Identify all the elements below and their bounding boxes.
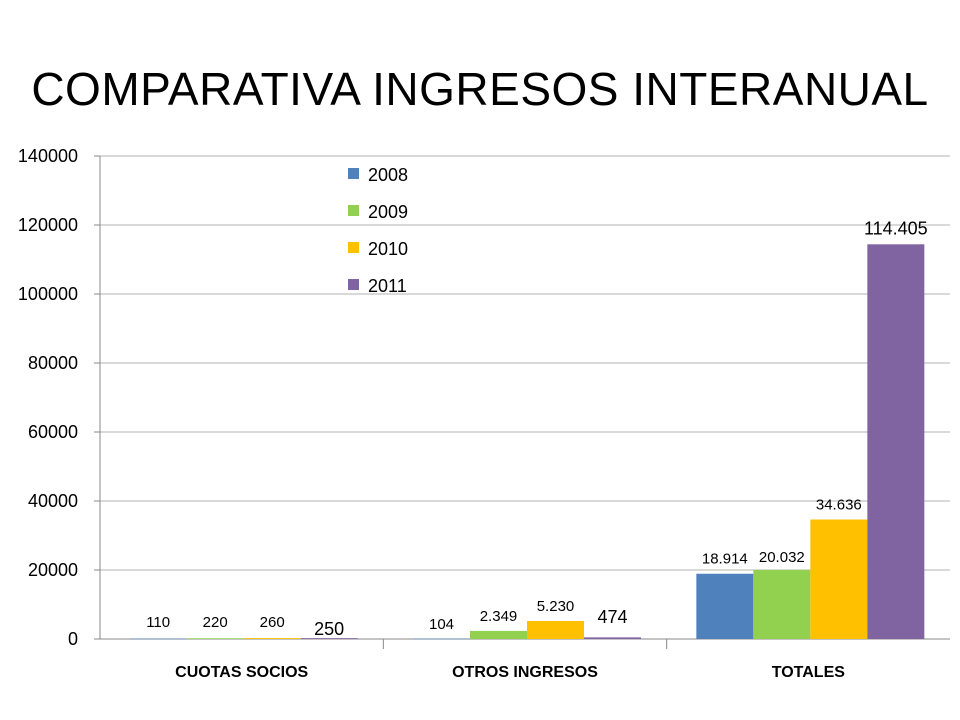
bar-2009 [470,630,527,639]
legend-label: 2011 [368,276,407,296]
bar-2010 [527,620,584,639]
data-label: 260 [260,614,285,631]
bar-2010 [243,638,301,639]
data-label: 250 [314,619,344,639]
bar-2011 [584,637,641,639]
category-label: TOTALES [772,664,846,681]
page-title: COMPARATIVA INGRESOS INTERANUAL [31,63,929,115]
bar-2008 [129,638,187,640]
category-label: OTROS INGRESOS [452,664,598,681]
legend: 2008 2009 2010 2011 [348,165,408,296]
bar-2011 [867,244,925,640]
legend-swatch-2011 [348,279,359,290]
legend-label: 2009 [368,202,408,222]
y-tick-label: 80000 [28,353,78,373]
bar-2011 [300,638,358,639]
bar-2008 [696,573,754,639]
category-label: CUOTAS SOCIOS [175,664,308,681]
axes: 0 20000 40000 60000 80000 100000 120000 140000 C… [18,146,950,681]
bar-2008 [413,638,470,640]
y-tick-label: 100000 [18,284,78,304]
y-tick-label: 60000 [28,422,78,442]
bar-2009 [753,569,811,639]
bar-2009 [186,638,244,639]
data-label: 34.636 [816,497,862,514]
y-tick-label: 120000 [18,215,78,235]
legend-swatch-2010 [348,242,359,253]
data-label: 18.914 [702,551,748,568]
legend-label: 2008 [368,165,408,185]
data-label: 5.230 [537,598,575,615]
y-tick-label: 40000 [28,491,78,511]
bar-2010 [810,519,868,639]
data-label: 20.032 [759,549,805,566]
data-label: 114.405 [864,218,928,238]
y-tick-label: 20000 [28,560,78,580]
data-label: 2.349 [480,608,518,625]
legend-swatch-2008 [348,168,359,179]
y-tick-label: 0 [68,629,78,649]
bars [129,244,925,640]
data-label: 220 [203,614,228,631]
y-tick-label: 140000 [18,146,78,166]
data-labels: 110 220 260 250 104 2.349 5.230 474 18.914 20.032… [146,218,927,639]
data-label: 474 [597,607,627,627]
data-label: 104 [429,616,454,633]
data-label: 110 [146,614,170,631]
legend-label: 2010 [368,239,408,259]
legend-swatch-2009 [348,205,359,216]
